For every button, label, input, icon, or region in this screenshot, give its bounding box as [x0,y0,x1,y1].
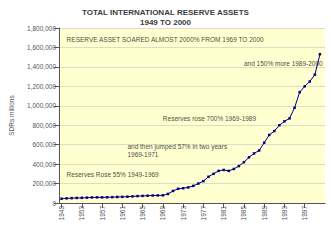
svg-text:1993: 1993 [281,206,288,221]
svg-text:1949 TO 2000: 1949 TO 2000 [140,18,192,27]
svg-text:Reserves Rose 55% 1949-1969: Reserves Rose 55% 1949-1969 [67,171,160,178]
svg-text:1949: 1949 [58,206,65,221]
svg-text:1977: 1977 [200,206,207,221]
svg-text:0: 0 [52,200,56,207]
svg-text:and 150% more 1989-2000: and 150% more 1989-2000 [244,60,323,67]
svg-text:RESERVE ASSET SOARED ALMOST 20: RESERVE ASSET SOARED ALMOST 2000% FROM 1… [67,36,264,43]
svg-text:1,600,000: 1,600,000 [27,44,56,51]
svg-text:1,400,000: 1,400,000 [27,63,56,70]
svg-text:1973: 1973 [180,206,187,221]
svg-text:1961: 1961 [119,206,126,221]
svg-text:1969-1971: 1969-1971 [127,151,158,158]
svg-text:1,000,000: 1,000,000 [27,102,56,109]
svg-text:1,800,000: 1,800,000 [27,25,56,32]
svg-text:1957: 1957 [99,206,106,221]
svg-text:SDRs millions: SDRs millions [8,95,15,136]
svg-text:1953: 1953 [78,206,85,221]
svg-text:1981: 1981 [220,206,227,221]
svg-text:1989: 1989 [261,206,268,221]
svg-text:800,000: 800,000 [33,122,57,129]
svg-text:1985: 1985 [240,206,247,221]
svg-text:200,000: 200,000 [33,180,57,187]
svg-text:1969: 1969 [159,206,166,221]
svg-text:1,200,000: 1,200,000 [27,83,56,90]
svg-text:1965: 1965 [139,206,146,221]
svg-text:and then jumped 57% in two yea: and then jumped 57% in two years [127,143,227,151]
svg-text:Reserves rose 700% 1969-1989: Reserves rose 700% 1969-1989 [163,115,257,122]
svg-text:TOTAL INTERNATIONAL RESERVE AS: TOTAL INTERNATIONAL RESERVE ASSETS [82,8,250,17]
svg-text:1997: 1997 [301,206,308,221]
svg-text:400,000: 400,000 [33,161,57,168]
svg-text:600,000: 600,000 [33,141,57,148]
